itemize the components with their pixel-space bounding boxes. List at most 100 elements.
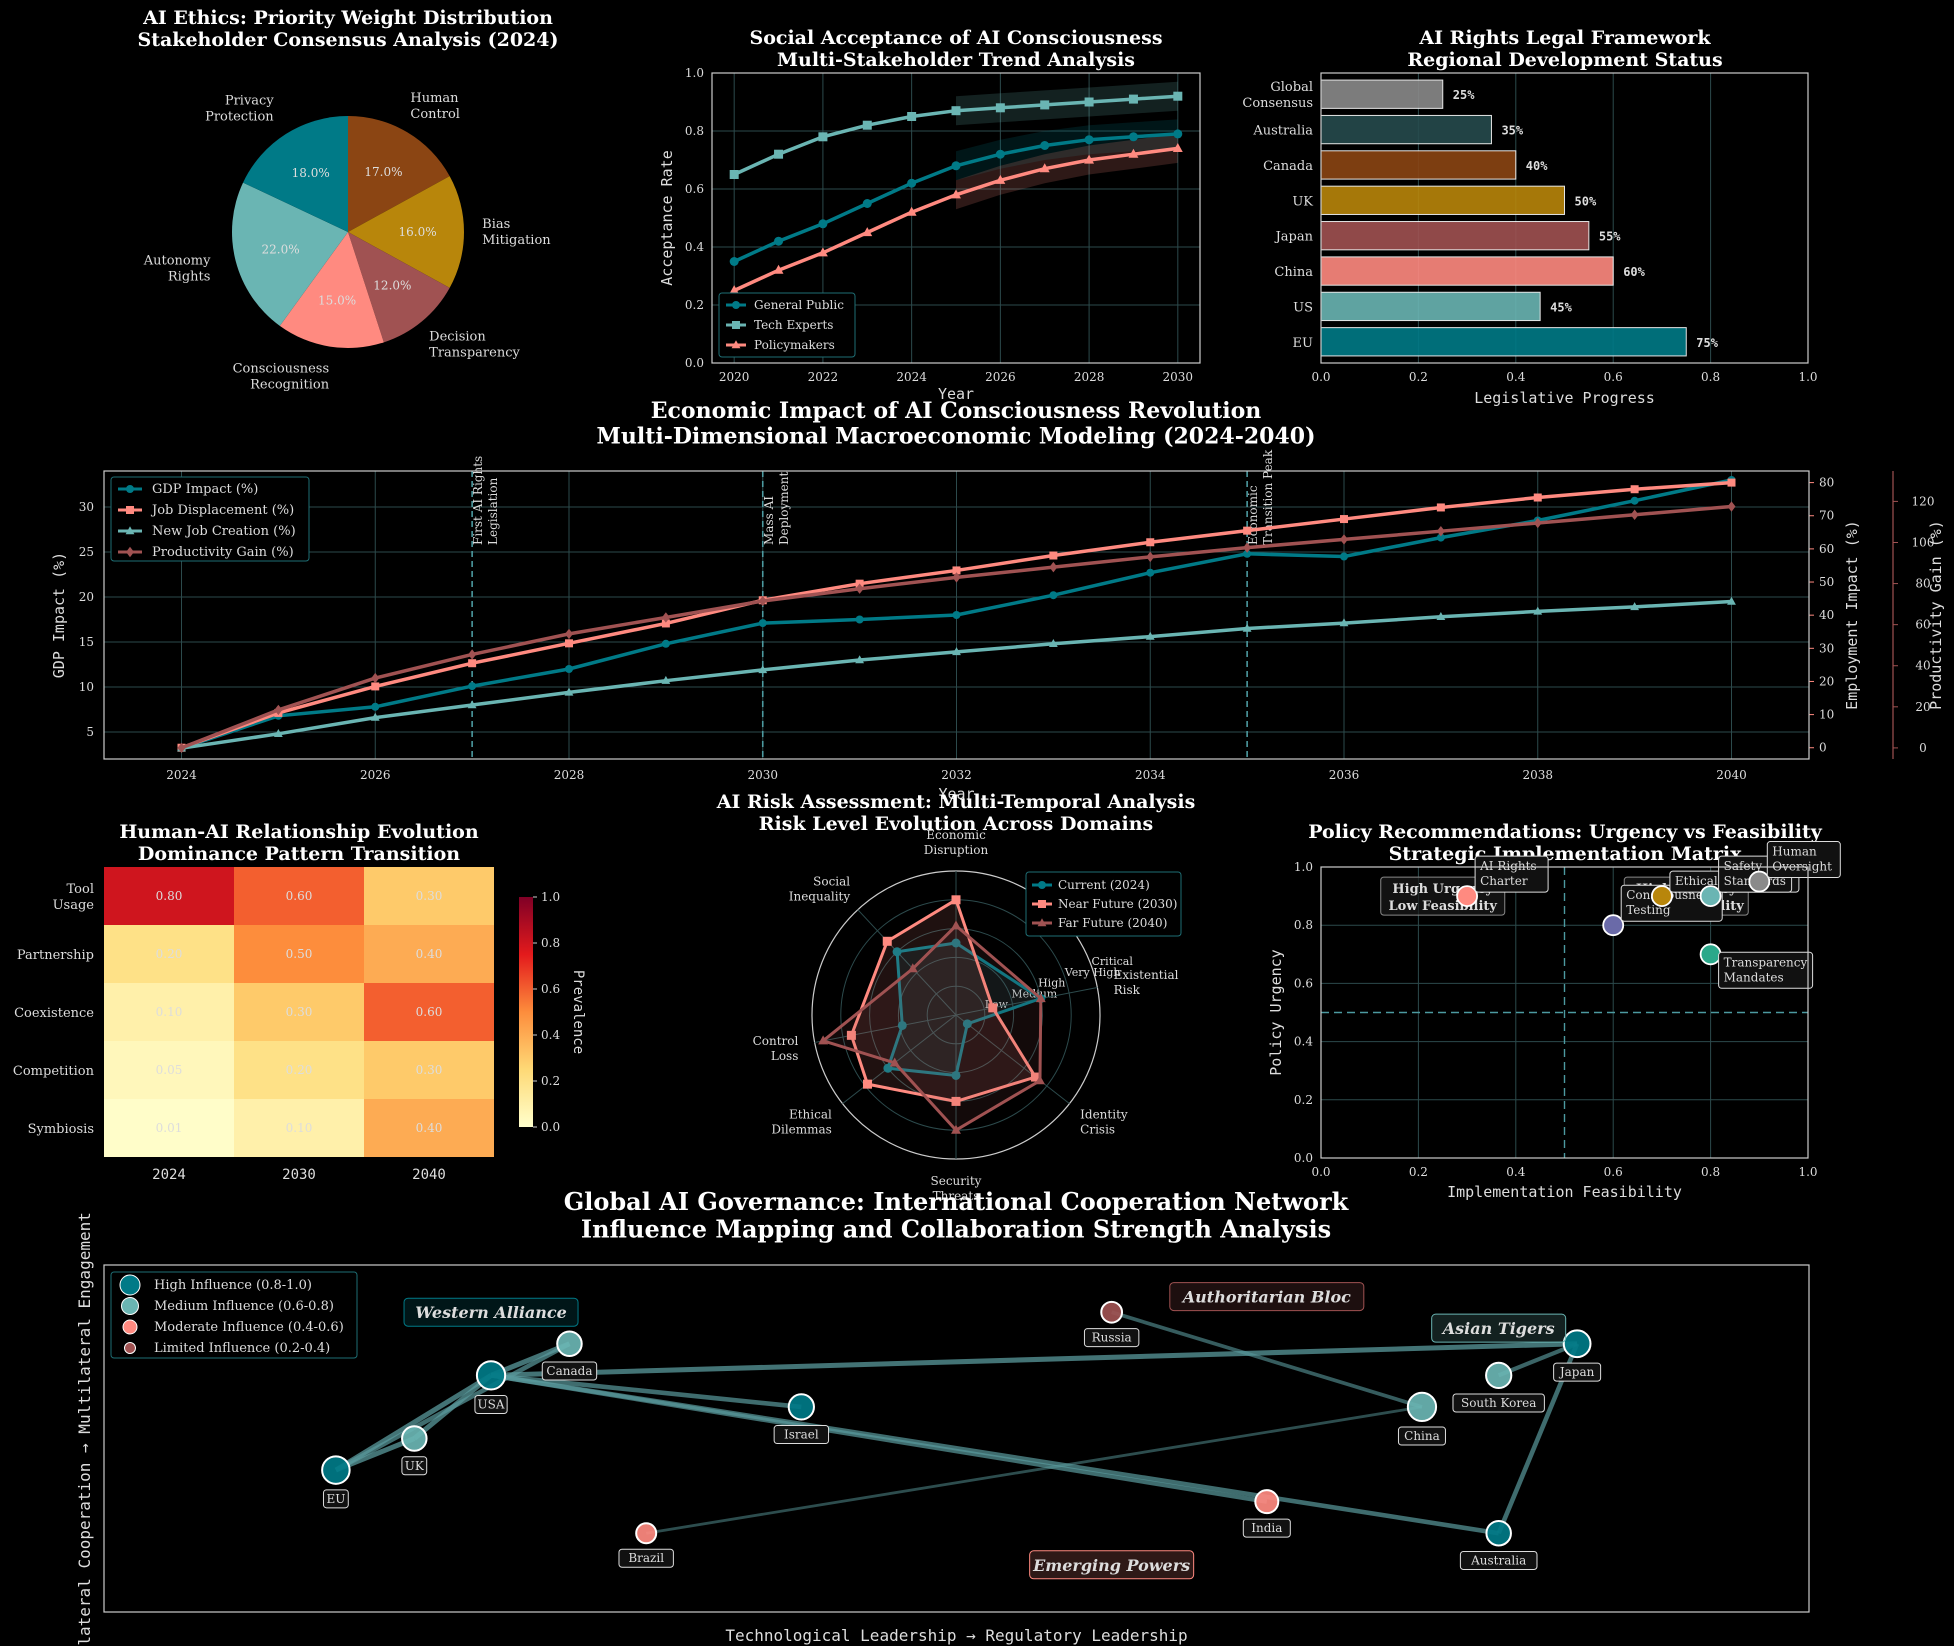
x-tick-label: 0.2 [1409, 1165, 1428, 1179]
legend-label: Moderate Influence (0.4-0.6) [154, 1320, 344, 1335]
group-label: Asian Tigers [1441, 1319, 1555, 1338]
data-point [855, 655, 865, 664]
heatmap-cell [364, 1041, 494, 1099]
group-label: Western Alliance [415, 1303, 567, 1322]
data-point [952, 647, 961, 656]
legend-label: General Public [754, 298, 844, 312]
bar-value-label: 75% [1696, 336, 1718, 350]
right2-tick-label: 20 [1915, 700, 1930, 714]
pie-slice [279, 232, 384, 348]
legend-marker [126, 546, 134, 558]
legend-box [110, 1271, 358, 1359]
x-tick-label: 2024 [896, 370, 927, 384]
y-axis-label: Policy Urgency [1267, 949, 1285, 1075]
data-point [1340, 515, 1348, 524]
node-label: Australia [1470, 1553, 1526, 1567]
y-tick-label: 20 [79, 590, 94, 604]
data-point [906, 206, 917, 216]
economic-chart: 2024 2026 2028 2030 2032 2034 2036 2038 20405101… [50, 449, 1945, 803]
heatmap-cell [234, 925, 364, 983]
data-point [774, 236, 784, 246]
heatmap-col-label: 2040 [412, 1167, 446, 1183]
x-axis-label: Legislative Progress [1474, 389, 1655, 407]
right2-tick-label: 60 [1915, 618, 1930, 632]
node-label-box [1242, 1518, 1291, 1538]
x-tick-label: 2022 [808, 370, 839, 384]
heatmap-title: Human-AI Relationship Evolution Dominance… [119, 821, 479, 865]
annotation-label: First AI RightsLegislation [471, 456, 500, 545]
node-label: India [1251, 1521, 1282, 1535]
right-tick-label: 80 [1819, 476, 1834, 490]
node-label-box [1397, 1426, 1446, 1446]
data-point [273, 729, 283, 737]
x-tick-label: 2024 [166, 768, 197, 782]
radar-ring-label: High [1038, 977, 1065, 990]
data-point [274, 704, 283, 716]
data-point [1436, 533, 1445, 542]
heatmap-cell [234, 1099, 364, 1157]
bar [1320, 256, 1614, 286]
heatmap-cell-value: 0.10 [156, 1005, 183, 1019]
data-point [758, 595, 767, 607]
heatmap-cell [104, 1099, 234, 1157]
x-tick-label: 0.4 [1506, 370, 1525, 384]
x-tick-label: 2028 [554, 768, 585, 782]
data-point [729, 257, 739, 266]
radar-point [951, 1070, 961, 1080]
heatmap-cell-value: 0.20 [156, 947, 183, 961]
data-point [1048, 639, 1058, 647]
pie-slice [348, 232, 450, 343]
radar-point [862, 1079, 872, 1089]
x-tick-label: 1.0 [1798, 370, 1817, 384]
pie-slice-percent: 12.0% [373, 279, 411, 293]
bar [1320, 114, 1492, 145]
pie-slice-percent: 22.0% [262, 242, 300, 256]
country-node [475, 1360, 507, 1391]
data-point [1084, 154, 1095, 164]
bar [1320, 327, 1687, 357]
legend-label: GDP Impact (%) [152, 482, 258, 497]
legend-label: Productivity Gain (%) [152, 545, 294, 560]
category-label: Japan [1274, 230, 1314, 245]
confidence-band [956, 133, 1178, 210]
network-edge [490, 1373, 1500, 1536]
radar-point [988, 1003, 998, 1013]
data-point [371, 702, 380, 711]
data-point [862, 199, 872, 208]
point-label: Transparency Mandates [1724, 955, 1808, 984]
legend-marker [119, 1274, 141, 1296]
heatmap-cell [104, 867, 234, 925]
legend-marker [1037, 918, 1047, 927]
y-tick-label: 0.4 [685, 240, 704, 254]
node-label: USA [478, 1397, 505, 1411]
data-point [862, 120, 872, 130]
heatmap-cell [104, 1041, 234, 1099]
x-axis-label: Implementation Feasibility [1447, 1183, 1682, 1201]
radar-point [907, 963, 918, 973]
heatmap-row-label: Partnership [17, 948, 94, 963]
y-axis-label: Acceptance Rate [658, 150, 676, 285]
heatmap-cell [364, 925, 494, 983]
data-point [952, 611, 961, 619]
data-point [951, 161, 961, 171]
heatmap-cell-value: 0.30 [286, 1005, 313, 1019]
node-label-box [1553, 1362, 1602, 1382]
plot-frame [1320, 866, 1809, 1159]
colorbar-tick-label: 1.0 [541, 890, 560, 904]
x-tick-label: 0.4 [1506, 1165, 1525, 1179]
x-tick-label: 2020 [719, 370, 750, 384]
colorbar-tick-label: 0.6 [541, 982, 560, 996]
group-label-box [1029, 1550, 1195, 1580]
heatmap-row-label: Tool Usage [53, 882, 95, 913]
data-point [774, 149, 784, 159]
node-label: Brazil [628, 1551, 664, 1565]
radar-point [889, 1057, 900, 1067]
legend-marker [1038, 900, 1046, 908]
data-point [468, 682, 477, 691]
pie-slice-percent: 15.0% [318, 294, 356, 308]
heatmap-cell-value: 0.80 [156, 889, 183, 903]
radar-ring-label: Critical [1092, 955, 1134, 968]
node-label-box [401, 1456, 428, 1476]
data-point [565, 628, 573, 640]
data-point [1084, 97, 1094, 107]
